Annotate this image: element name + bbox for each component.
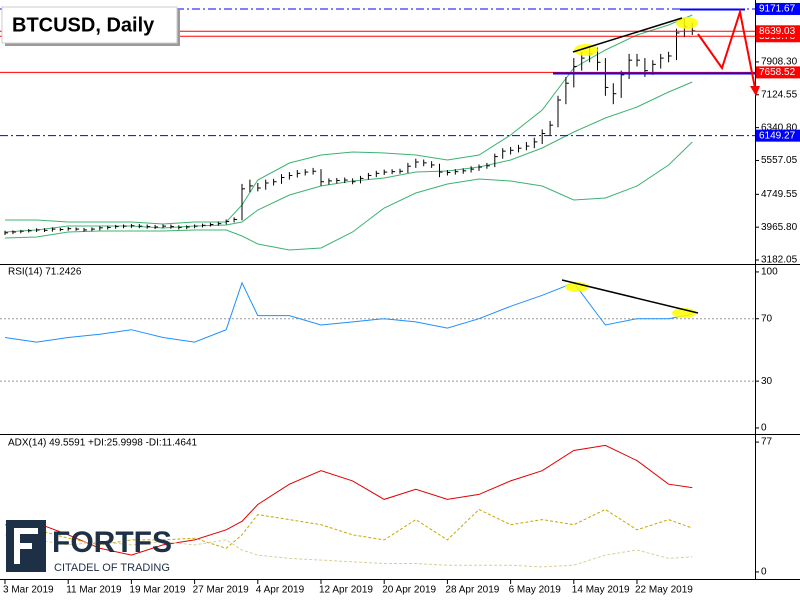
y-tick-label: 7124.55 [761, 89, 798, 100]
x-tick-label: 14 May 2019 [572, 585, 630, 596]
logo-icon-bar [14, 528, 20, 564]
x-tick-label: 22 May 2019 [635, 585, 693, 596]
y-tick-label: 0 [761, 567, 767, 578]
y-tick-label: 7908.30 [761, 57, 798, 68]
chart-title: BTCUSD, Daily [12, 14, 155, 36]
y-tick-label: 70 [761, 313, 773, 324]
y-tick-label: 3182.05 [761, 255, 798, 266]
y-tick-label: 0 [761, 423, 767, 434]
title-box: BTCUSD, Daily [1, 6, 180, 46]
logo-name: FORTFS [52, 526, 172, 559]
x-tick-label: 28 Apr 2019 [445, 585, 499, 596]
x-tick-label: 20 Apr 2019 [382, 585, 436, 596]
x-tick-label: 6 May 2019 [509, 585, 562, 596]
logo-icon-bar [14, 543, 32, 549]
x-tick-label: 3 Mar 2019 [3, 585, 54, 596]
rsi-title: RSI(14) 71.2426 [8, 267, 82, 278]
band-upper [5, 14, 693, 225]
arrow-head [750, 86, 760, 96]
logo: FORTFS CITADEL OF TRADING [6, 520, 172, 574]
price-level-label: 8639.03 [759, 26, 796, 37]
highlight [676, 17, 698, 29]
indicator-line [4, 508, 693, 549]
indicator-line [4, 534, 693, 568]
logo-tagline: CITADEL OF TRADING [54, 562, 170, 574]
price-level-label: 7658.52 [759, 67, 796, 78]
x-tick-label: 19 Mar 2019 [129, 585, 186, 596]
frame [0, 0, 800, 580]
adx-title: ADX(14) 49.5591 +DI:25.9998 -DI:11.4641 [8, 438, 198, 449]
indicator-line [4, 444, 693, 556]
y-tick-label: 6340.80 [761, 122, 798, 133]
band-lower [4, 141, 693, 251]
title-background [1, 6, 178, 44]
price-level-box [756, 66, 800, 79]
y-tick-label: 100 [761, 267, 778, 278]
price-level-box [756, 25, 800, 38]
highlight [574, 44, 598, 56]
y-tick-label: 30 [761, 376, 773, 387]
y-tick-label: 4749.55 [761, 189, 798, 200]
x-tick-label: 11 Mar 2019 [66, 585, 122, 596]
trend-line [561, 279, 699, 314]
y-tick-label: 3965.80 [761, 222, 798, 233]
price-level-box [756, 2, 800, 15]
y-tick-label: 77 [761, 437, 773, 448]
logo-icon-bar [14, 528, 38, 534]
x-tick-label: 27 Mar 2019 [193, 585, 250, 596]
price-level-label: 9171.67 [759, 4, 796, 15]
trend-line [572, 17, 683, 53]
price-level-box [756, 129, 800, 142]
x-tick-label: 4 Apr 2019 [256, 585, 305, 596]
annotations [553, 8, 760, 318]
y-tick-label: 5557.05 [761, 155, 798, 166]
price-level-label: 6149.27 [759, 130, 796, 141]
x-tick-label: 12 Apr 2019 [319, 585, 373, 596]
forecast-arrow [697, 8, 756, 89]
